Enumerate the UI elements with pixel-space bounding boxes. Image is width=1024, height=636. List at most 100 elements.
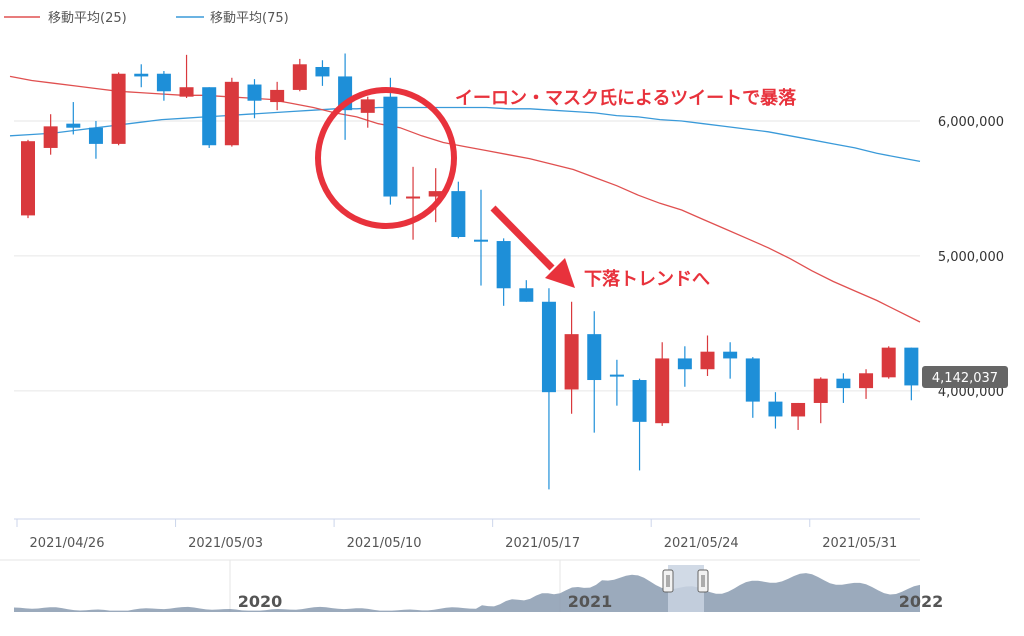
- candle: [428, 168, 443, 223]
- legend[interactable]: 移動平均(25) 移動平均(75): [4, 11, 289, 26]
- candle: [292, 58, 307, 92]
- candle-body: [383, 96, 398, 197]
- candle: [88, 120, 103, 159]
- candle: [247, 79, 262, 119]
- candle-body: [360, 99, 375, 113]
- last-price-badge: [922, 366, 1008, 388]
- candle: [881, 346, 896, 379]
- x-tick-label: 2021/05/17: [505, 536, 580, 551]
- candle: [745, 357, 760, 418]
- candle: [541, 288, 556, 490]
- candle: [406, 166, 421, 240]
- candle: [587, 311, 602, 433]
- candle-body: [43, 126, 58, 148]
- ma25-line: [9, 75, 921, 323]
- candle-body: [632, 380, 647, 422]
- navigator-right-handle[interactable]: [697, 569, 709, 593]
- candle: [315, 60, 330, 86]
- candle-body: [723, 351, 738, 359]
- candle-body: [655, 358, 670, 424]
- candle-body: [66, 123, 81, 128]
- candle: [21, 139, 35, 219]
- navigator[interactable]: 2020 2021 2022: [0, 559, 944, 612]
- x-tick-label: 2021/05/24: [664, 536, 739, 551]
- navigator-year-2022: 2022: [899, 592, 944, 611]
- x-axis: 2021/04/26 2021/05/03 2021/05/10 2021/05/17…: [14, 518, 920, 551]
- trend-arrow-head: [545, 258, 575, 288]
- candle-body: [111, 73, 126, 144]
- candle-body: [315, 66, 330, 77]
- candle: [723, 342, 738, 379]
- candle-body: [541, 301, 556, 393]
- candle-body: [88, 127, 103, 144]
- candle: [156, 71, 171, 101]
- candle: [270, 81, 285, 111]
- candles: [21, 53, 919, 490]
- navigator-left-handle[interactable]: [662, 569, 674, 593]
- candle: [451, 181, 466, 239]
- annotations: イーロン・マスク氏によるツイートで暴落 下落トレンドへ: [315, 87, 797, 290]
- legend-ma25-label[interactable]: 移動平均(25): [48, 11, 127, 26]
- ma75-line: [9, 106, 921, 163]
- candle-body: [21, 141, 35, 216]
- candle-body: [496, 241, 511, 289]
- candle: [859, 369, 874, 399]
- candle-body: [292, 64, 307, 90]
- candle-body: [202, 87, 217, 146]
- candle-body: [564, 334, 579, 390]
- moving-average-lines: [9, 75, 921, 323]
- candle-body: [768, 401, 783, 417]
- candle: [66, 102, 81, 135]
- candle-body: [904, 347, 919, 386]
- candle: [791, 402, 806, 430]
- candle-body: [519, 288, 534, 302]
- candle-body: [247, 84, 262, 101]
- y-tick-label: 4,000,000: [938, 385, 1004, 400]
- legend-ma75-label[interactable]: 移動平均(75): [210, 11, 289, 26]
- candle: [360, 96, 375, 128]
- candle: [677, 346, 692, 387]
- candle-body: [813, 378, 828, 403]
- candle: [655, 342, 670, 426]
- candle-body: [836, 378, 851, 389]
- candle-body: [224, 81, 239, 146]
- candle: [564, 301, 579, 414]
- navigator-year-2020: 2020: [238, 592, 283, 611]
- candle: [43, 114, 58, 155]
- candle-body: [745, 358, 760, 402]
- x-tick-label: 2021/05/03: [188, 536, 263, 551]
- candle: [496, 238, 511, 306]
- candle-body: [700, 351, 715, 370]
- x-tick-label: 2021/04/26: [30, 536, 105, 551]
- last-price-label: 4,142,037: [932, 371, 998, 386]
- candle-body: [406, 196, 421, 199]
- candle: [383, 77, 398, 205]
- candle: [338, 53, 353, 140]
- candle: [202, 87, 217, 148]
- candle: [836, 373, 851, 403]
- candle-body: [791, 402, 806, 417]
- navigator-area: [14, 573, 920, 612]
- candle-body: [179, 87, 194, 97]
- candle: [813, 377, 828, 424]
- tweet-annotation: イーロン・マスク氏によるツイートで暴落: [455, 88, 797, 109]
- candle: [519, 280, 534, 302]
- candle-body: [859, 373, 874, 389]
- candle: [768, 392, 783, 429]
- candle-body: [609, 374, 624, 377]
- candle: [179, 54, 194, 99]
- candle-body: [881, 347, 896, 378]
- candle: [134, 64, 149, 88]
- candle-body: [474, 239, 488, 242]
- candle-body: [270, 89, 285, 103]
- candle: [224, 77, 239, 147]
- y-tick-label: 6,000,000: [938, 115, 1004, 130]
- gridlines: [14, 120, 920, 392]
- candle: [609, 359, 624, 406]
- crash-highlight-circle: [315, 87, 457, 229]
- candle: [474, 189, 488, 286]
- x-tick-label: 2021/05/31: [822, 536, 897, 551]
- trend-arrow-shaft: [490, 205, 555, 271]
